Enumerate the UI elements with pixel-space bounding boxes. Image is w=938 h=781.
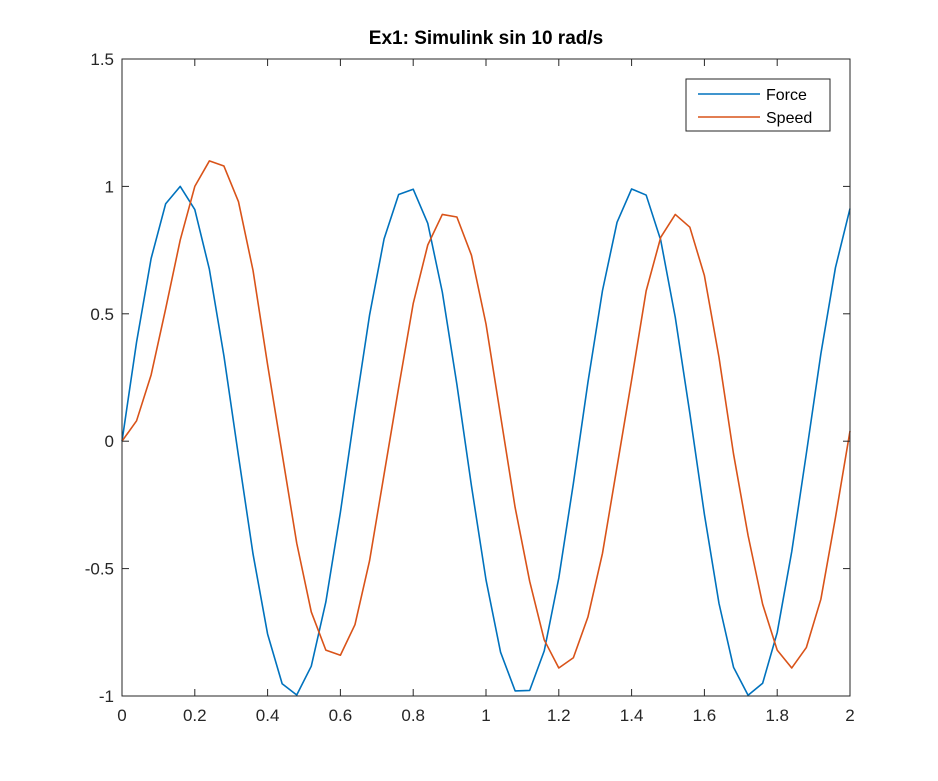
x-tick-label: 0.8 (401, 706, 425, 725)
x-tick-label: 0 (117, 706, 126, 725)
x-tick-label: 1.6 (693, 706, 717, 725)
x-tick-label: 0.2 (183, 706, 207, 725)
series-line-speed (121, 160, 851, 669)
x-tick-label: 1 (481, 706, 490, 725)
x-tick-label: 1.8 (765, 706, 789, 725)
legend: Force Speed (685, 78, 831, 132)
series-layer (121, 160, 851, 697)
axes-layer: 0 0.2 0.4 0.6 0.8 1 1.2 1.4 1.6 1.8 2 -1 -0.5 0 0.5 1 1.… (85, 50, 855, 725)
y-tick-label: 0 (105, 432, 114, 451)
legend-box (685, 78, 831, 132)
x-tick-label: 1.4 (620, 706, 644, 725)
x-tick-label: 2 (845, 706, 854, 725)
y-tick-label: -0.5 (85, 560, 114, 579)
y-tick-label: 0.5 (90, 305, 114, 324)
x-tick-label: 0.4 (256, 706, 280, 725)
series-line-force (121, 185, 851, 697)
chart-title: Ex1: Simulink sin 10 rad/s (369, 28, 603, 49)
legend-label-force: Force (766, 87, 807, 104)
y-tick-label: -1 (99, 687, 114, 706)
x-tick-label: 0.6 (329, 706, 353, 725)
plot-area (122, 59, 850, 696)
legend-label-speed: Speed (766, 110, 812, 127)
x-tick-label: 1.2 (547, 706, 571, 725)
y-tick-label: 1 (105, 177, 114, 196)
y-tick-label: 1.5 (90, 50, 114, 69)
